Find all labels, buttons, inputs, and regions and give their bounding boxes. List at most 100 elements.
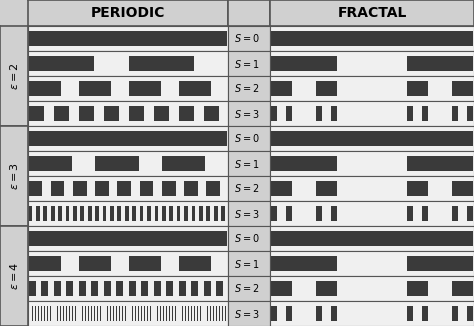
Bar — [162, 206, 166, 221]
Bar — [97, 306, 98, 321]
Bar — [177, 206, 181, 221]
Bar — [407, 181, 428, 196]
Bar — [110, 306, 111, 321]
Bar — [191, 206, 195, 221]
Bar — [75, 306, 76, 321]
Bar — [179, 256, 211, 271]
Bar — [210, 306, 211, 321]
Bar — [128, 281, 136, 296]
Bar — [166, 281, 173, 296]
Bar — [32, 306, 33, 321]
Bar — [452, 281, 474, 296]
Bar — [407, 56, 474, 71]
Bar — [73, 206, 77, 221]
Bar — [154, 306, 155, 321]
Bar — [316, 206, 322, 221]
Bar — [113, 306, 114, 321]
Bar — [36, 206, 40, 221]
Bar — [197, 306, 198, 321]
Bar — [271, 31, 474, 46]
Bar — [169, 306, 170, 321]
Bar — [452, 206, 458, 221]
Bar — [214, 206, 218, 221]
Bar — [206, 181, 220, 196]
Bar — [58, 206, 62, 221]
Bar — [162, 181, 175, 196]
Bar — [116, 306, 117, 321]
Bar — [147, 306, 148, 321]
Bar — [407, 306, 413, 321]
Bar — [316, 281, 337, 296]
Bar — [132, 206, 136, 221]
Text: $S=0$: $S=0$ — [234, 33, 260, 45]
Bar — [184, 206, 188, 221]
Bar — [166, 306, 167, 321]
Bar — [103, 206, 106, 221]
Bar — [28, 281, 36, 296]
Bar — [204, 281, 211, 296]
Bar — [452, 106, 458, 121]
Text: FRACTAL: FRACTAL — [337, 6, 407, 20]
Bar — [316, 81, 337, 96]
Bar — [28, 31, 228, 46]
Bar — [199, 206, 203, 221]
Bar — [57, 306, 58, 321]
Bar — [160, 306, 161, 321]
Bar — [128, 81, 161, 96]
Bar — [175, 306, 176, 321]
Bar — [194, 306, 195, 321]
Bar — [95, 206, 99, 221]
Bar — [422, 306, 428, 321]
Bar — [73, 181, 87, 196]
Bar — [316, 181, 337, 196]
Bar — [467, 306, 474, 321]
Bar — [118, 206, 121, 221]
Bar — [331, 106, 337, 121]
Bar — [271, 81, 292, 96]
Bar — [94, 306, 95, 321]
Text: $S=1$: $S=1$ — [234, 57, 260, 69]
Bar — [191, 281, 198, 296]
Bar — [51, 206, 55, 221]
Bar — [452, 306, 458, 321]
Bar — [28, 256, 61, 271]
Bar — [85, 306, 86, 321]
Bar — [47, 306, 48, 321]
Bar — [60, 306, 61, 321]
Bar — [188, 306, 189, 321]
Bar — [184, 181, 198, 196]
Bar — [51, 181, 64, 196]
Text: $S=2$: $S=2$ — [234, 283, 260, 294]
Bar — [28, 181, 42, 196]
Bar — [216, 306, 217, 321]
Bar — [271, 106, 277, 121]
Bar — [110, 206, 114, 221]
Text: $S=0$: $S=0$ — [234, 132, 260, 144]
Bar — [63, 306, 64, 321]
Bar — [163, 306, 164, 321]
Bar — [128, 56, 194, 71]
Bar — [452, 81, 474, 96]
Bar — [88, 206, 91, 221]
Bar — [271, 56, 337, 71]
Bar — [54, 306, 55, 321]
Bar — [207, 306, 208, 321]
Bar — [162, 156, 205, 171]
Bar — [95, 181, 109, 196]
Bar — [122, 306, 123, 321]
Bar — [95, 156, 138, 171]
Bar — [128, 106, 144, 121]
Bar — [271, 181, 292, 196]
Bar — [28, 306, 29, 321]
Text: $S=3$: $S=3$ — [234, 307, 260, 319]
Bar — [271, 206, 277, 221]
Text: $S=3$: $S=3$ — [234, 108, 260, 120]
Bar — [286, 206, 292, 221]
Bar — [286, 106, 292, 121]
Bar — [118, 181, 131, 196]
Text: $S=1$: $S=1$ — [234, 157, 260, 170]
Bar — [28, 81, 61, 96]
Bar — [44, 206, 47, 221]
Bar — [140, 181, 153, 196]
Bar — [104, 281, 111, 296]
